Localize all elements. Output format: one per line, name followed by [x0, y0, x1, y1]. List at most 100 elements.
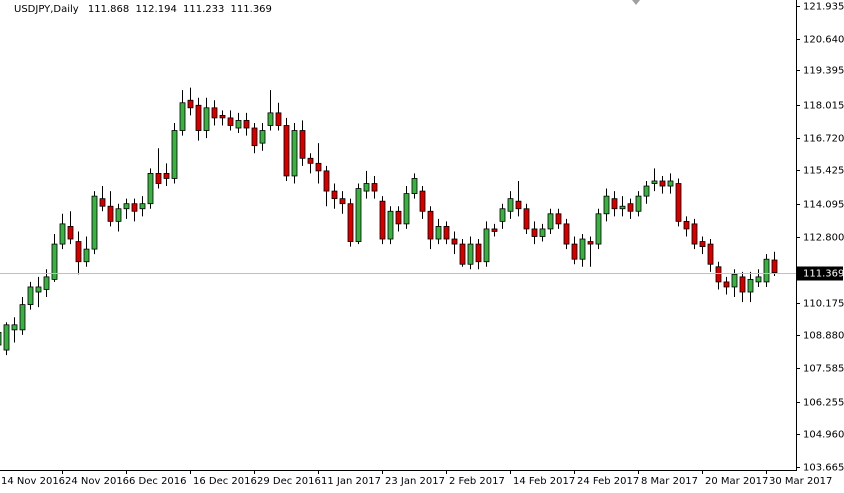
candle-body: [387, 210, 394, 240]
candle-body: [227, 117, 234, 126]
x-tick-label: 14 Feb 2017: [513, 476, 575, 487]
candle-body: [731, 273, 738, 288]
y-tick-label: 114.095: [803, 200, 844, 211]
candle-body: [443, 226, 450, 240]
candle-body: [131, 203, 138, 212]
candle-body: [275, 112, 282, 126]
candle-body: [179, 102, 186, 131]
candle-body: [403, 193, 410, 225]
candle-body: [523, 208, 530, 230]
candle-body: [659, 180, 666, 187]
candle-body: [355, 188, 362, 242]
candle-body: [507, 198, 514, 212]
x-tick-label: 29 Dec 2016: [257, 476, 321, 487]
header-low: 111.233: [183, 4, 224, 15]
x-tick-label: 24 Nov 2016: [65, 476, 129, 487]
x-tick-label: 6 Dec 2016: [129, 476, 187, 487]
current-price-box: [797, 266, 843, 281]
candle-body: [35, 286, 42, 293]
candle-body: [363, 183, 370, 192]
candle-body: [603, 195, 610, 215]
x-tick-label: 20 Mar 2017: [705, 476, 768, 487]
candle-body: [531, 228, 538, 237]
candle-body: [187, 99, 194, 109]
header-high: 112.194: [135, 4, 176, 15]
candle-body: [3, 324, 10, 351]
candle-body: [331, 190, 338, 200]
y-tick-label: 106.255: [803, 398, 844, 409]
candle-body: [75, 241, 82, 263]
candle-body: [171, 130, 178, 179]
candle-body: [427, 210, 434, 240]
candle-body: [707, 243, 714, 265]
y-tick-label: 118.015: [803, 101, 844, 112]
candle-body: [115, 208, 122, 222]
candle-body: [635, 195, 642, 212]
candle-body: [699, 241, 706, 247]
y-tick-label: 107.585: [803, 364, 844, 375]
x-tick-label: 23 Jan 2017: [385, 476, 445, 487]
candle-body: [587, 241, 594, 245]
candle-body: [459, 243, 466, 265]
candle-body: [99, 198, 106, 207]
candle-body: [19, 304, 26, 331]
y-tick-label: 119.395: [803, 66, 844, 77]
candle-body: [59, 223, 66, 245]
candle-body: [723, 281, 730, 288]
candle-body: [763, 258, 770, 283]
candle-body: [651, 180, 658, 184]
candle-body: [43, 276, 50, 290]
candle-body: [739, 276, 746, 293]
x-tick-label: 2 Feb 2017: [449, 476, 505, 487]
candle-body: [107, 205, 114, 222]
candle-body: [235, 120, 242, 129]
candle-body: [251, 127, 258, 147]
candle-body: [619, 205, 626, 210]
current-price-label: 111.369: [803, 269, 844, 280]
candle-body: [563, 223, 570, 245]
y-tick-label: 120.640: [803, 35, 844, 46]
candle-body: [243, 120, 250, 129]
y-tick-label: 115.425: [803, 166, 844, 177]
candle-body: [0, 331, 2, 346]
candle-body: [771, 259, 778, 274]
candle-body: [163, 173, 170, 179]
candle-body: [139, 203, 146, 210]
candle-body: [11, 324, 18, 331]
candle-body: [291, 130, 298, 177]
candle-body: [83, 248, 90, 263]
candle-body: [611, 198, 618, 210]
candle-body: [147, 173, 154, 205]
candle-body: [259, 130, 266, 144]
x-tick-label: 16 Dec 2016: [193, 476, 257, 487]
candle-body: [675, 183, 682, 222]
candle-body: [571, 243, 578, 260]
candle-body: [283, 125, 290, 177]
candle-body: [411, 178, 418, 195]
header-open: 111.868: [88, 4, 129, 15]
candle-body: [451, 238, 458, 245]
candle-body: [91, 195, 98, 250]
candle-body: [67, 226, 74, 240]
candle-body: [371, 183, 378, 192]
candle-body: [219, 114, 226, 119]
candle-body: [683, 220, 690, 230]
candle-body: [379, 200, 386, 240]
candle-body: [667, 180, 674, 187]
candle-body: [627, 203, 634, 212]
candle-body: [339, 198, 346, 205]
y-tick-label: 116.720: [803, 134, 844, 145]
candle-body: [555, 213, 562, 225]
chart-shift-marker: [632, 0, 640, 5]
candle-body: [299, 130, 306, 159]
y-tick-label: 110.175: [803, 299, 844, 310]
candle-body: [211, 107, 218, 119]
x-tick-label: 24 Feb 2017: [577, 476, 639, 487]
plot-area: [0, 87, 778, 356]
candle-body: [435, 226, 442, 240]
candle-body: [755, 276, 762, 283]
candle-body: [515, 200, 522, 210]
candle-body: [691, 223, 698, 245]
y-tick-label: 104.960: [803, 430, 844, 441]
